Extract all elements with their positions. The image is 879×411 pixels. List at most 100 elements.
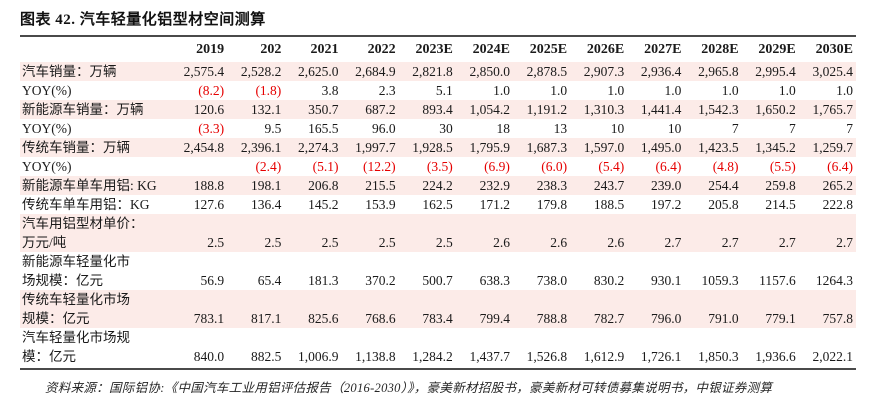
cell-value: 1,495.0 [640,140,682,155]
cell-value: 2,878.5 [526,64,568,79]
cell-value: (2.4) [255,159,282,174]
figure-title: 图表 42. 汽车轻量化铝型材空间测算 [20,12,266,28]
cell-value: 7 [846,121,853,136]
cell-value: 1157.6 [759,273,796,288]
cell-value: 370.2 [365,273,396,288]
cell-value: 2.3 [378,83,396,98]
table-header: 2019 202 2021 2022 2023E 2024E 2025E 2026E 2027E… [20,37,856,62]
cell-value: 783.1 [193,311,225,326]
cell-value: 2,965.8 [698,64,739,79]
cell-value: 18 [496,121,510,136]
table-row: YOY(%) (8.2) (1.8) 3.8 2.3 5.1 1.0 1.0 1.0 1.0 1.0… [20,81,856,100]
column-header-year: 2023E [415,41,453,57]
cell-value: 179.8 [536,197,568,212]
table-row: 新能源车单车用铝: KG 188.8 198.1 206.8 215.5 224.2 232… [20,176,856,195]
column-header-year: 2022 [367,41,396,57]
row-label: 传统车单车用铝：KG [22,197,150,212]
cell-value: 2,684.9 [355,64,396,79]
column-header-year: 2027E [644,41,682,57]
row-label: YOY(%) [22,121,72,136]
cell-value: 782.7 [593,311,625,326]
cell-value: 30 [439,121,453,136]
cell-value: 222.8 [822,197,853,212]
cell-value: (5.4) [598,159,625,174]
table-row: 汽车轻量化市场规 模：亿元 840.0 882.5 1,006.9 1,138.8 1,2… [20,328,856,366]
table-row: 新能源车销量：万辆 120.6 132.1 350.7 687.2 893.4 1,054.… [20,100,856,119]
column-header-year: 2025E [529,41,568,57]
cell-value: 10 [667,121,682,136]
row-label: 新能源车轻量化市 场规模：亿元 [22,254,130,288]
cell-value: 840.0 [193,349,225,364]
cell-value: 10 [610,121,625,136]
cell-value: (1.8) [255,83,282,98]
cell-value: 3,025.4 [812,64,854,79]
cell-value: 136.4 [250,197,282,212]
cell-value: 132.1 [250,102,282,117]
cell-value: 7 [731,121,739,136]
cell-value: 638.3 [479,273,510,288]
cell-value: (12.2) [363,159,396,174]
cell-value: 96.0 [372,121,396,136]
cell-value: 145.2 [308,197,339,212]
cell-value: 1,726.1 [640,349,682,364]
cell-value: 65.4 [257,273,282,288]
cell-value: 2,274.3 [297,140,339,155]
cell-value: (6.4) [827,159,853,174]
cell-value: 239.0 [651,178,682,193]
column-header-year: 202 [260,41,282,57]
cell-value: (5.5) [769,159,796,174]
cell-value: 2.5 [378,235,396,250]
cell-value: (6.4) [655,159,682,174]
row-label: 传统车销量：万辆 [22,140,130,155]
cell-value: 791.0 [708,311,739,326]
cell-value: 162.5 [422,197,453,212]
row-label: 传统车轻量化市场 规模：亿元 [22,292,130,326]
table-row: YOY(%) (3.3) 9.5 165.5 96.0 30 18 13 10 10 7 7 7 [20,119,856,138]
cell-value: 1,006.9 [297,349,339,364]
cell-value: 2.7 [778,235,796,250]
cell-value: 1,284.2 [412,349,453,364]
cell-value: 1.0 [778,83,796,98]
cell-value: (6.9) [484,159,510,174]
cell-value: 1,542.3 [698,102,739,117]
cell-value: 265.2 [822,178,853,193]
row-label: 新能源车单车用铝: KG [22,178,157,193]
cell-value: 197.2 [651,197,682,212]
cell-value: 259.8 [765,178,796,193]
cell-value: 779.1 [765,311,796,326]
cell-value: 13 [553,121,568,136]
cell-value: 1,259.7 [812,140,854,155]
cell-value: 768.6 [365,311,396,326]
cell-value: 127.6 [193,197,225,212]
cell-value: 2,907.3 [583,64,625,79]
cell-value: 783.4 [422,311,453,326]
table-bottom-rule [20,368,856,370]
cell-value: 1,191.2 [526,102,568,117]
cell-value: 181.3 [308,273,339,288]
cell-value: 788.8 [536,311,568,326]
cell-value: 2,821.8 [412,64,453,79]
cell-value: 171.2 [479,197,510,212]
cell-value: 238.3 [536,178,568,193]
table-row: YOY(%) (2.4) (5.1) (12.2) (3.5) (6.9) (6.0) (5.… [20,157,856,176]
cell-value: (4.8) [712,159,739,174]
cell-value: 1,650.2 [755,102,796,117]
column-header-year: 2021 [310,41,339,57]
cell-value: 120.6 [193,102,225,117]
cell-value: 817.1 [250,311,282,326]
cell-value: 153.9 [365,197,396,212]
cell-value: 254.4 [708,178,739,193]
row-label: 新能源车销量：万辆 [22,102,144,117]
cell-value: 2.7 [721,235,739,250]
cell-value: 165.5 [308,121,339,136]
cell-value: 893.4 [422,102,453,117]
column-header-year: 2028E [701,41,739,57]
cell-value: 500.7 [422,273,453,288]
table-row: 汽车用铝型材单价： 万元/吨 2.5 2.5 2.5 2.5 2.5 2.6 2.6 2.6 2.… [20,214,856,252]
table-row: 汽车销量：万辆 2,575.4 2,528.2 2,625.0 2,684.9 2,821… [20,62,856,81]
cell-value: 188.8 [193,178,225,193]
cell-value: 7 [788,121,796,136]
column-header-year: 2030E [815,41,853,57]
cell-value: 1,928.5 [412,140,453,155]
